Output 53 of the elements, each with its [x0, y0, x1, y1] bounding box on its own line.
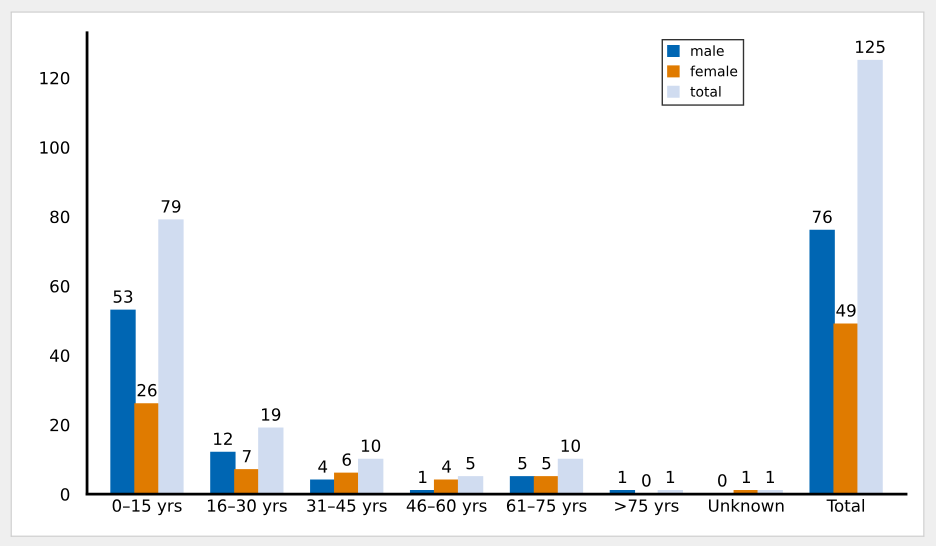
- data-label: 12: [214, 432, 232, 445]
- x-tick-label: Unknown: [709, 498, 784, 512]
- bar: [110, 310, 136, 494]
- data-label: 125: [856, 40, 885, 54]
- bar: [358, 458, 384, 494]
- x-tick-label: 31–45 yrs: [307, 499, 387, 516]
- legend-label: male: [691, 45, 724, 56]
- y-tick-label: 0: [60, 488, 70, 501]
- data-label: 5: [542, 457, 550, 470]
- data-label: 79: [162, 200, 180, 213]
- bar: [558, 458, 584, 494]
- bar: [158, 219, 184, 494]
- data-label: 1: [766, 470, 774, 484]
- y-tick-label: 20: [50, 418, 70, 432]
- bar: [857, 60, 883, 494]
- bar: [809, 230, 835, 494]
- bar: [258, 428, 284, 494]
- data-label: 26: [138, 384, 157, 397]
- bar: [134, 403, 160, 494]
- data-label: 1: [666, 470, 674, 484]
- bar: [833, 323, 859, 494]
- data-label: 4: [318, 460, 328, 473]
- data-label: 1: [742, 470, 750, 484]
- x-tick-label: 46–60 yrs: [406, 499, 487, 516]
- data-label: 7: [242, 450, 251, 462]
- legend-label: female: [690, 66, 738, 76]
- y-tick-label: 120: [40, 72, 70, 84]
- data-label: 5: [466, 457, 474, 470]
- x-tick-label: 61–75 yrs: [506, 499, 586, 516]
- data-label: 76: [812, 210, 832, 224]
- data-label: 49: [836, 304, 856, 317]
- data-label: 1: [618, 470, 626, 484]
- x-tick-label: >75 yrs: [615, 500, 678, 516]
- data-label: 5: [518, 457, 526, 470]
- y-tick-label: 40: [50, 349, 70, 362]
- legend-label: total: [690, 86, 721, 97]
- y-tick-label: 100: [40, 141, 70, 154]
- data-label: 10: [562, 439, 580, 452]
- data-label: 19: [262, 408, 280, 421]
- data-label: 6: [342, 453, 351, 466]
- y-tick-label: 80: [50, 210, 70, 224]
- bar: [210, 452, 236, 494]
- data-label: 0: [718, 474, 726, 487]
- x-tick-label: Total: [826, 498, 864, 512]
- data-label: 53: [114, 290, 132, 303]
- x-tick-label: 16–30 yrs: [208, 499, 287, 516]
- data-label: 4: [442, 460, 451, 473]
- x-tick-label: 0–15 yrs: [112, 499, 182, 516]
- data-label: 10: [362, 439, 380, 452]
- data-label: 1: [419, 470, 426, 484]
- data-label: 0: [642, 474, 651, 487]
- y-tick-label: 60: [50, 280, 70, 293]
- bar: [458, 476, 484, 494]
